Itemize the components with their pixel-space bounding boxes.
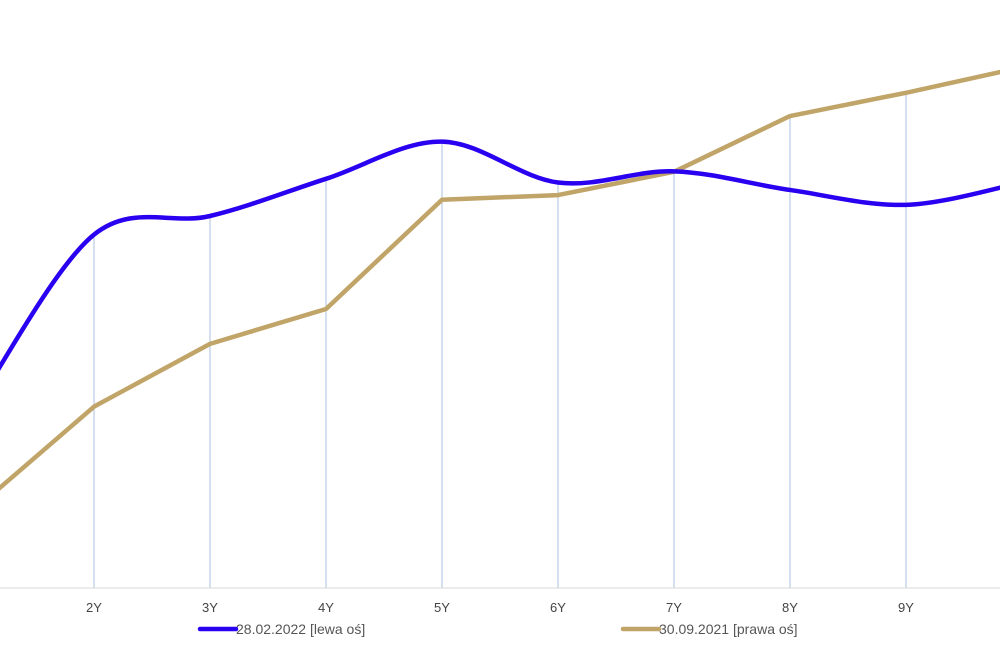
x-tick-label: 5Y (434, 600, 450, 615)
x-tick-label: 4Y (318, 600, 334, 615)
x-tick-label: 8Y (782, 600, 798, 615)
legend-label-2: 30.09.2021 [prawa oś] (659, 621, 798, 637)
legend-label-1: 28.02.2022 [lewa oś] (236, 621, 365, 637)
series-lines (0, 69, 1000, 491)
x-tick-label: 9Y (898, 600, 914, 615)
legend: 28.02.2022 [lewa oś] 30.09.2021 [prawa oś… (197, 621, 798, 637)
series-line-1 (0, 139, 1000, 371)
x-tick-label: 3Y (202, 600, 218, 615)
vertical-gridlines (93, 92, 907, 588)
x-tick-label: 7Y (666, 600, 682, 615)
x-tick-label: 2Y (86, 600, 102, 615)
series-line-2 (0, 69, 1000, 491)
x-axis: 2Y 3Y 4Y 5Y 6Y 7Y 8Y 9Y (0, 587, 1000, 615)
x-tick-label: 6Y (550, 600, 566, 615)
